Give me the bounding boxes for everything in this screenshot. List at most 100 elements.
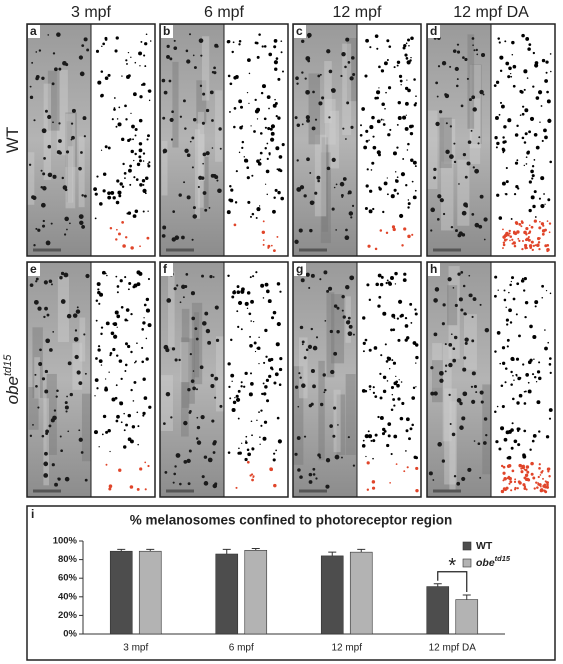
melanosome: [456, 398, 462, 403]
melanosome-map: [266, 95, 271, 100]
melanosome: [444, 343, 447, 346]
melanosome-photoreceptor: [546, 243, 550, 247]
melanosome: [81, 225, 85, 229]
melanosome-map: [544, 135, 548, 140]
melanosome-map: [107, 191, 111, 195]
melanosome: [303, 356, 307, 360]
melanosome-map: [118, 194, 122, 198]
melanosome: [479, 89, 484, 95]
melanosome-map: [511, 54, 514, 56]
melanosome-map: [127, 211, 132, 215]
melanosome-map: [134, 128, 138, 132]
melanosome: [438, 370, 444, 376]
melanosome-photoreceptor: [546, 247, 550, 252]
melanosome-map: [370, 169, 373, 171]
melanosome-photoreceptor: [502, 243, 506, 247]
melanosome: [62, 185, 68, 190]
micrograph-texture: [336, 394, 346, 455]
melanosome-map: [387, 422, 392, 426]
melanosome-map: [538, 197, 541, 200]
melanosome-photoreceptor: [538, 463, 541, 466]
melanosome-photoreceptor: [530, 225, 534, 229]
melanosome-map: [548, 118, 551, 121]
melanosome-photoreceptor: [401, 244, 404, 247]
melanosome-map: [115, 200, 120, 205]
melanosome-map: [116, 314, 121, 319]
melanosome-map: [248, 72, 251, 75]
melanosome: [444, 370, 447, 373]
melanosome-map: [268, 107, 270, 110]
melanosome-map: [504, 193, 506, 195]
melanosome-map: [510, 218, 513, 220]
melanosome-map: [396, 146, 399, 149]
melanosome-map: [403, 272, 407, 276]
melanosome-map: [495, 440, 499, 444]
melanosome-photoreceptor: [532, 476, 536, 480]
melanosome-photoreceptor: [509, 480, 513, 484]
melanosome: [436, 217, 440, 221]
melanosome: [347, 61, 351, 64]
melanosome: [69, 392, 73, 397]
micrograph-texture: [67, 146, 74, 203]
melanosome-photoreceptor: [528, 244, 533, 248]
melanosome-map: [372, 439, 376, 443]
melanosome-map: [515, 373, 518, 377]
melanosome: [29, 283, 34, 288]
melanosome-map: [139, 183, 143, 187]
melanosome: [192, 214, 198, 219]
melanosome: [40, 202, 46, 208]
melanosome-photoreceptor: [129, 485, 134, 489]
melanosome: [345, 37, 350, 42]
melanosome: [467, 467, 472, 472]
melanosome: [212, 441, 217, 446]
column-label: 12 mpf: [333, 4, 382, 21]
melanosome-map: [372, 457, 374, 460]
melanosome-map: [383, 181, 388, 186]
micrograph-texture: [342, 43, 352, 136]
melanosome-map: [386, 39, 390, 43]
melanosome: [46, 313, 50, 317]
melanosome-map: [130, 149, 134, 154]
melanosome-map: [507, 118, 512, 123]
melanosome: [455, 229, 458, 233]
melanosome: [190, 291, 196, 296]
melanosome: [476, 53, 479, 56]
melanosome-map: [115, 275, 118, 278]
melanosome-map: [409, 302, 413, 306]
letter-box: [161, 25, 173, 38]
micrograph-texture: [427, 110, 438, 189]
melanosome: [312, 467, 316, 471]
melanosome: [191, 166, 194, 169]
y-tick-label: 60%: [58, 573, 78, 584]
melanosome-map: [516, 401, 520, 405]
melanosome-photoreceptor: [385, 231, 389, 235]
melanosome-map: [95, 49, 100, 53]
melanosome-photoreceptor: [411, 233, 414, 236]
melanosome-map: [277, 168, 281, 172]
melanosome-map: [135, 360, 137, 362]
melanosome-map: [119, 401, 124, 406]
melanosome: [330, 88, 334, 92]
melanosome-map: [105, 378, 107, 380]
melanosome: [449, 423, 452, 425]
melanosome: [309, 200, 315, 206]
melanosome-map: [386, 59, 389, 61]
melanosome: [163, 422, 166, 425]
melanosome: [316, 175, 321, 180]
melanosome-map: [533, 158, 536, 161]
melanosome-map: [505, 306, 507, 308]
micrograph-texture: [197, 111, 205, 208]
melanosome: [484, 327, 490, 333]
melanosome-map: [534, 216, 537, 218]
melanosome: [435, 121, 440, 127]
melanosome-map: [400, 172, 406, 177]
melanosome-map: [133, 159, 135, 162]
melanosome: [336, 306, 340, 310]
melanosome-map: [499, 69, 503, 73]
melanosome-map: [402, 278, 407, 283]
melanosome-map: [505, 180, 509, 184]
melanosome: [297, 468, 301, 472]
melanosome-map: [504, 40, 507, 43]
micrograph-texture: [43, 83, 52, 180]
melanosome: [216, 45, 219, 48]
